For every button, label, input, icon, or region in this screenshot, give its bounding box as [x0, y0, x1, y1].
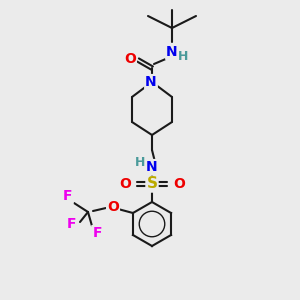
Text: N: N: [146, 160, 158, 174]
Text: N: N: [166, 45, 178, 59]
Text: O: O: [173, 177, 185, 191]
Text: O: O: [107, 200, 119, 214]
Text: N: N: [145, 75, 157, 89]
Text: O: O: [119, 177, 131, 191]
Text: S: S: [146, 176, 158, 191]
Text: H: H: [178, 50, 188, 64]
Text: O: O: [124, 52, 136, 66]
Text: F: F: [92, 226, 102, 240]
Text: F: F: [63, 189, 73, 203]
Text: H: H: [135, 157, 145, 169]
Text: F: F: [67, 217, 77, 231]
